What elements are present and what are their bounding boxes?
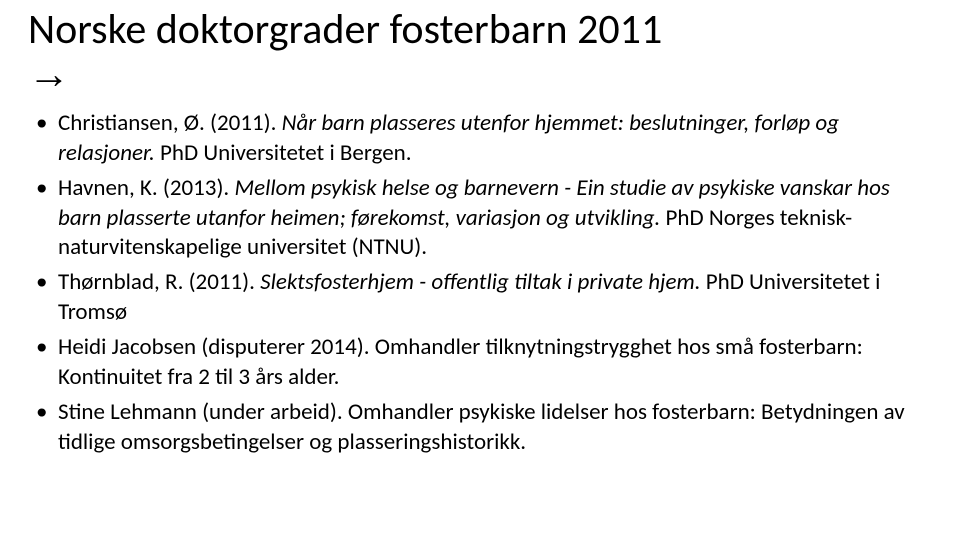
list-item: Thørnblad, R. (2011). Slektsfosterhjem -… — [28, 268, 932, 327]
entry-pre: Heidi Jacobsen (disputerer 2014). Omhand… — [58, 333, 863, 390]
list-item: Christiansen, Ø. (2011). Når barn plasse… — [28, 109, 932, 168]
list-item: Stine Lehmann (under arbeid). Omhandler … — [28, 398, 932, 457]
entry-pre: Christiansen, Ø. (2011). — [58, 109, 282, 137]
entry-pre: Stine Lehmann (under arbeid). Omhandler … — [58, 398, 905, 455]
title-text: Norske doktorgrader fosterbarn 2011 — [28, 4, 662, 55]
entry-list: Christiansen, Ø. (2011). Når barn plasse… — [28, 109, 932, 457]
slide-container: Norske doktorgrader fosterbarn 2011 → Ch… — [0, 0, 960, 483]
slide-title: Norske doktorgrader fosterbarn 2011 → — [28, 8, 932, 97]
entry-italic: Slektsfosterhjem - offentlig tiltak i pr… — [260, 268, 700, 296]
entry-pre: Thørnblad, R. (2011). — [58, 268, 260, 296]
list-item: Heidi Jacobsen (disputerer 2014). Omhand… — [28, 333, 932, 392]
entry-pre: Havnen, K. (2013). — [58, 174, 234, 202]
list-item: Havnen, K. (2013). Mellom psykisk helse … — [28, 174, 932, 262]
arrow-icon: → — [28, 50, 70, 97]
entry-post: PhD Universitetet i Bergen. — [155, 139, 412, 167]
